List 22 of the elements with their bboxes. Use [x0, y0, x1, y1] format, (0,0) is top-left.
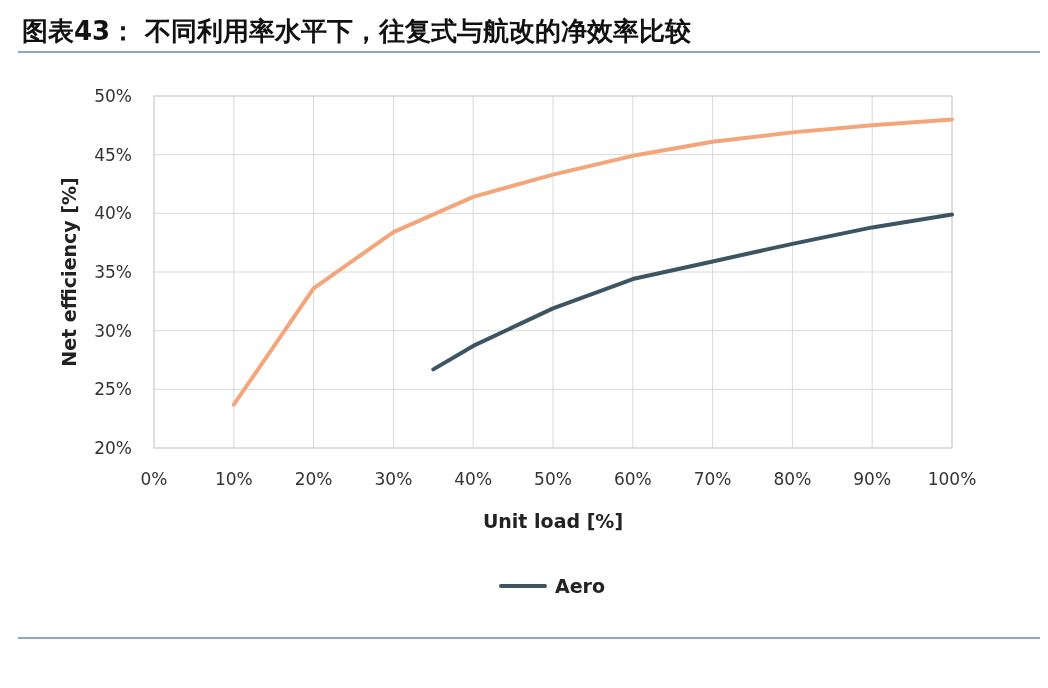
y-tick-label: 25%: [94, 379, 132, 400]
x-tick-label: 100%: [927, 469, 977, 489]
x-tick-label: 90%: [853, 469, 892, 489]
x-tick-label: 30%: [374, 469, 413, 489]
x-tick-label: 10%: [214, 469, 253, 489]
x-tick-label: 50%: [534, 469, 572, 489]
x-tick-label: 0%: [140, 469, 168, 489]
x-tick-label: 80%: [773, 469, 812, 489]
x-tick-label: 70%: [693, 469, 732, 489]
y-tick-label: 20%: [94, 438, 132, 458]
legend-label: Aero: [554, 575, 606, 597]
y-tick-label: 30%: [94, 320, 132, 341]
y-tick-label: 50%: [94, 86, 132, 106]
x-tick-label: 60%: [613, 469, 652, 489]
y-axis-title: Net efficiency [%]: [58, 177, 80, 367]
y-tick-label: 40%: [94, 203, 132, 224]
chart-title: 图表43： 不同利用率水平下，往复式与航改的净效率比较: [22, 16, 693, 46]
x-axis-title: Unit load [%]: [482, 510, 624, 532]
y-tick-label: 35%: [94, 262, 132, 282]
y-tick-label: 45%: [94, 144, 132, 165]
x-tick-label: 40%: [454, 469, 493, 489]
x-tick-label: 20%: [294, 469, 333, 489]
